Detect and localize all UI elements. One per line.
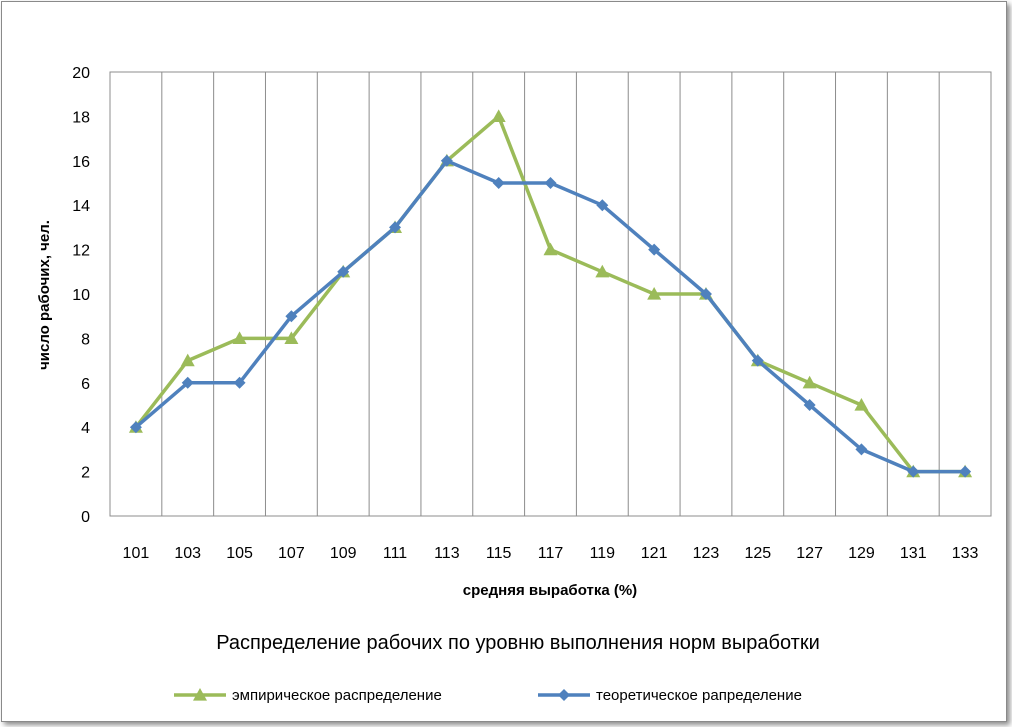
series-layer bbox=[128, 109, 973, 478]
data-point bbox=[543, 242, 558, 256]
series-diamond bbox=[129, 154, 972, 478]
x-tick-label: 103 bbox=[174, 545, 201, 562]
x-tick-label: 119 bbox=[590, 545, 616, 562]
data-point bbox=[803, 399, 816, 411]
x-tick-label: 123 bbox=[693, 545, 720, 562]
data-point bbox=[854, 398, 869, 411]
y-tick-label: 10 bbox=[72, 287, 90, 304]
legend-item: теоретическое рапределение bbox=[538, 687, 802, 704]
x-axis-title: средняя выработка (%) bbox=[463, 582, 637, 599]
x-tick-label: 105 bbox=[226, 545, 253, 562]
legend-item: эмпирическое распределение bbox=[174, 687, 442, 704]
series-triangle bbox=[128, 109, 973, 478]
y-tick-label: 16 bbox=[72, 154, 90, 171]
data-point bbox=[596, 199, 609, 212]
chart-title: Распределение рабочих по уровню выполнен… bbox=[216, 632, 820, 654]
gridlines bbox=[161, 72, 940, 516]
x-axis-tick-labels: 101 103 105 107 109 111 113 115 117 119 121 123 125 1… bbox=[123, 545, 979, 562]
legend-marker bbox=[558, 689, 570, 701]
x-tick-label: 127 bbox=[796, 545, 823, 562]
data-point bbox=[595, 264, 610, 278]
data-point bbox=[389, 221, 402, 234]
data-point bbox=[491, 109, 506, 122]
y-axis-title: число рабочих, чел. bbox=[36, 220, 53, 370]
x-tick-label: 117 bbox=[538, 545, 564, 562]
x-tick-label: 129 bbox=[848, 545, 875, 562]
y-axis-tick-labels: 0 2 4 6 8 10 12 14 16 18 20 bbox=[72, 65, 90, 526]
y-tick-label: 18 bbox=[72, 109, 90, 126]
data-point bbox=[648, 243, 661, 256]
data-point bbox=[907, 465, 920, 478]
x-tick-label: 133 bbox=[952, 545, 979, 562]
legend-label: эмпирическое распределение bbox=[232, 687, 442, 704]
x-tick-label: 121 bbox=[641, 545, 668, 562]
data-point bbox=[492, 177, 505, 189]
data-point bbox=[440, 154, 453, 167]
data-point bbox=[129, 421, 142, 434]
y-tick-label: 2 bbox=[81, 465, 90, 482]
data-point bbox=[233, 376, 246, 389]
x-tick-label: 111 bbox=[383, 545, 407, 562]
legend: эмпирическое распределение теоретическое … bbox=[174, 687, 802, 704]
legend-label: теоретическое рапределение bbox=[596, 687, 802, 704]
x-tick-label: 107 bbox=[278, 545, 305, 562]
x-tick-label: 109 bbox=[330, 545, 357, 562]
data-point bbox=[284, 331, 299, 344]
y-tick-label: 6 bbox=[81, 376, 90, 393]
data-point bbox=[285, 310, 298, 323]
x-tick-label: 125 bbox=[744, 545, 771, 562]
y-tick-label: 8 bbox=[81, 331, 90, 348]
plot-area-border bbox=[109, 71, 992, 517]
data-point bbox=[232, 331, 247, 344]
data-point bbox=[802, 375, 817, 389]
y-tick-label: 20 bbox=[72, 65, 90, 82]
x-tick-label: 115 bbox=[486, 545, 512, 562]
data-point bbox=[751, 354, 764, 367]
data-point bbox=[959, 465, 972, 478]
y-tick-label: 14 bbox=[72, 198, 90, 215]
x-tick-label: 113 bbox=[434, 545, 460, 562]
x-tick-label: 131 bbox=[900, 545, 927, 562]
legend-marker bbox=[193, 688, 207, 701]
y-tick-label: 0 bbox=[81, 509, 90, 526]
y-tick-label: 4 bbox=[81, 420, 90, 437]
data-point bbox=[647, 287, 662, 300]
series-line bbox=[134, 159, 966, 474]
data-point bbox=[855, 443, 868, 456]
data-point bbox=[181, 376, 194, 389]
series-line bbox=[134, 114, 966, 474]
data-point bbox=[337, 265, 350, 278]
y-tick-label: 12 bbox=[72, 243, 90, 260]
data-point bbox=[544, 177, 557, 189]
data-point bbox=[180, 353, 195, 367]
x-tick-label: 101 bbox=[123, 545, 150, 562]
data-point bbox=[699, 288, 712, 300]
